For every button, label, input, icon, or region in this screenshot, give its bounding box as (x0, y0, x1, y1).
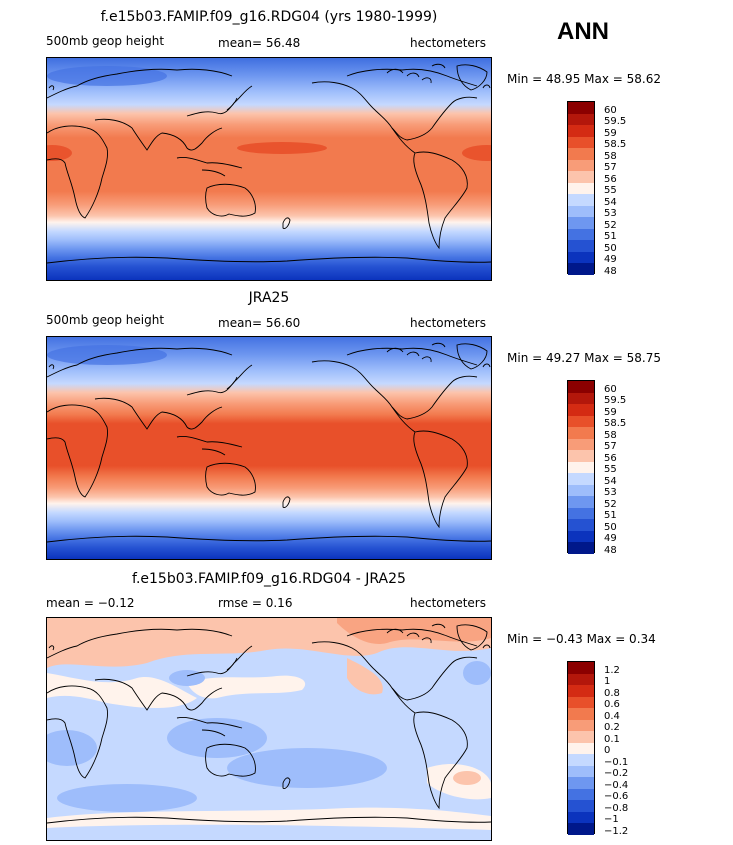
colorbar-tick: 48 (604, 545, 617, 556)
colorbar-tick: −0.4 (604, 780, 629, 791)
panel-3-contour-field (47, 618, 491, 840)
panel-1-contour-field (47, 58, 491, 280)
colorbar-tick: 55 (604, 185, 617, 196)
colorbar-tick: 0.1 (604, 734, 620, 745)
panel-3-rmse-label: rmse = 0.16 (218, 596, 293, 610)
colorbar-tick: 1 (604, 676, 611, 687)
panel-2-mean-label: mean= 56.60 (218, 316, 301, 330)
colorbar-tick: 59.5 (604, 395, 627, 406)
panel-3-colorbar (567, 661, 595, 835)
panel-3-mean-label: mean = −0.12 (46, 596, 135, 610)
colorbar-tick: 59 (604, 128, 617, 139)
colorbar-tick: 49 (604, 533, 617, 544)
colorbar-tick: 51 (604, 510, 617, 521)
colorbar-tick: 58.5 (604, 418, 627, 429)
panel-2-minmax-label: Min = 49.27 Max = 58.75 (507, 351, 661, 365)
colorbar-tick: 57 (604, 162, 617, 173)
colorbar-tick: 0.2 (604, 722, 620, 733)
panel-1-title: f.e15b03.FAMIP.f09_g16.RDG04 (yrs 1980-1… (100, 9, 438, 25)
panel-1-minmax-label: Min = 48.95 Max = 58.62 (507, 72, 661, 86)
colorbar-tick: 56 (604, 453, 617, 464)
colorbar-tick: 49 (604, 254, 617, 265)
colorbar-tick: 59 (604, 407, 617, 418)
colorbar-tick: 52 (604, 220, 617, 231)
colorbar-tick: 0.4 (604, 711, 620, 722)
colorbar-tick: 1.2 (604, 665, 620, 676)
colorbar-tick: 52 (604, 499, 617, 510)
colorbar-tick: −0.1 (604, 757, 629, 768)
panel-2-variable-label: 500mb geop height (46, 313, 165, 327)
colorbar-tick: 50 (604, 522, 617, 533)
panel-3-title: f.e15b03.FAMIP.f09_g16.RDG04 - JRA25 (132, 571, 406, 587)
panel-2-contour-field (47, 337, 491, 559)
colorbar-tick: 0.6 (604, 699, 620, 710)
colorbar-tick: −0.2 (604, 768, 629, 779)
panel-1-colorbar (567, 101, 595, 275)
panel-1-mean-label: mean= 56.48 (218, 36, 301, 50)
colorbar-tick: 58.5 (604, 139, 627, 150)
panel-1-variable-label: 500mb geop height (46, 34, 165, 48)
colorbar-tick: 0 (604, 745, 611, 756)
colorbar-tick: 54 (604, 476, 617, 487)
season-label: ANN (557, 18, 609, 45)
colorbar-tick: −1 (604, 814, 619, 825)
colorbar-tick: 57 (604, 441, 617, 452)
panel-1-map (46, 57, 492, 281)
colorbar-tick: 58 (604, 430, 617, 441)
panel-1-units-label: hectometers (410, 36, 486, 50)
colorbar-tick: 53 (604, 487, 617, 498)
colorbar-tick: 60 (604, 105, 617, 116)
colorbar-tick: 53 (604, 208, 617, 219)
colorbar-tick: 48 (604, 266, 617, 277)
panel-2-colorbar (567, 380, 595, 554)
colorbar-tick: −0.6 (604, 791, 629, 802)
panel-3-units-label: hectometers (410, 596, 486, 610)
colorbar-tick: 0.8 (604, 688, 620, 699)
colorbar-tick: 58 (604, 151, 617, 162)
colorbar-tick: 60 (604, 384, 617, 395)
panel-3-minmax-label: Min = −0.43 Max = 0.34 (507, 632, 656, 646)
colorbar-tick: 51 (604, 231, 617, 242)
panel-2-units-label: hectometers (410, 316, 486, 330)
colorbar-tick: 50 (604, 243, 617, 254)
panel-3-map (46, 617, 492, 841)
panel-2-title: JRA25 (248, 290, 290, 306)
colorbar-tick: 56 (604, 174, 617, 185)
colorbar-tick: −1.2 (604, 826, 629, 837)
colorbar-tick: 55 (604, 464, 617, 475)
panel-2-map (46, 336, 492, 560)
colorbar-tick: 59.5 (604, 116, 627, 127)
colorbar-tick: 54 (604, 197, 617, 208)
colorbar-tick: −0.8 (604, 803, 629, 814)
